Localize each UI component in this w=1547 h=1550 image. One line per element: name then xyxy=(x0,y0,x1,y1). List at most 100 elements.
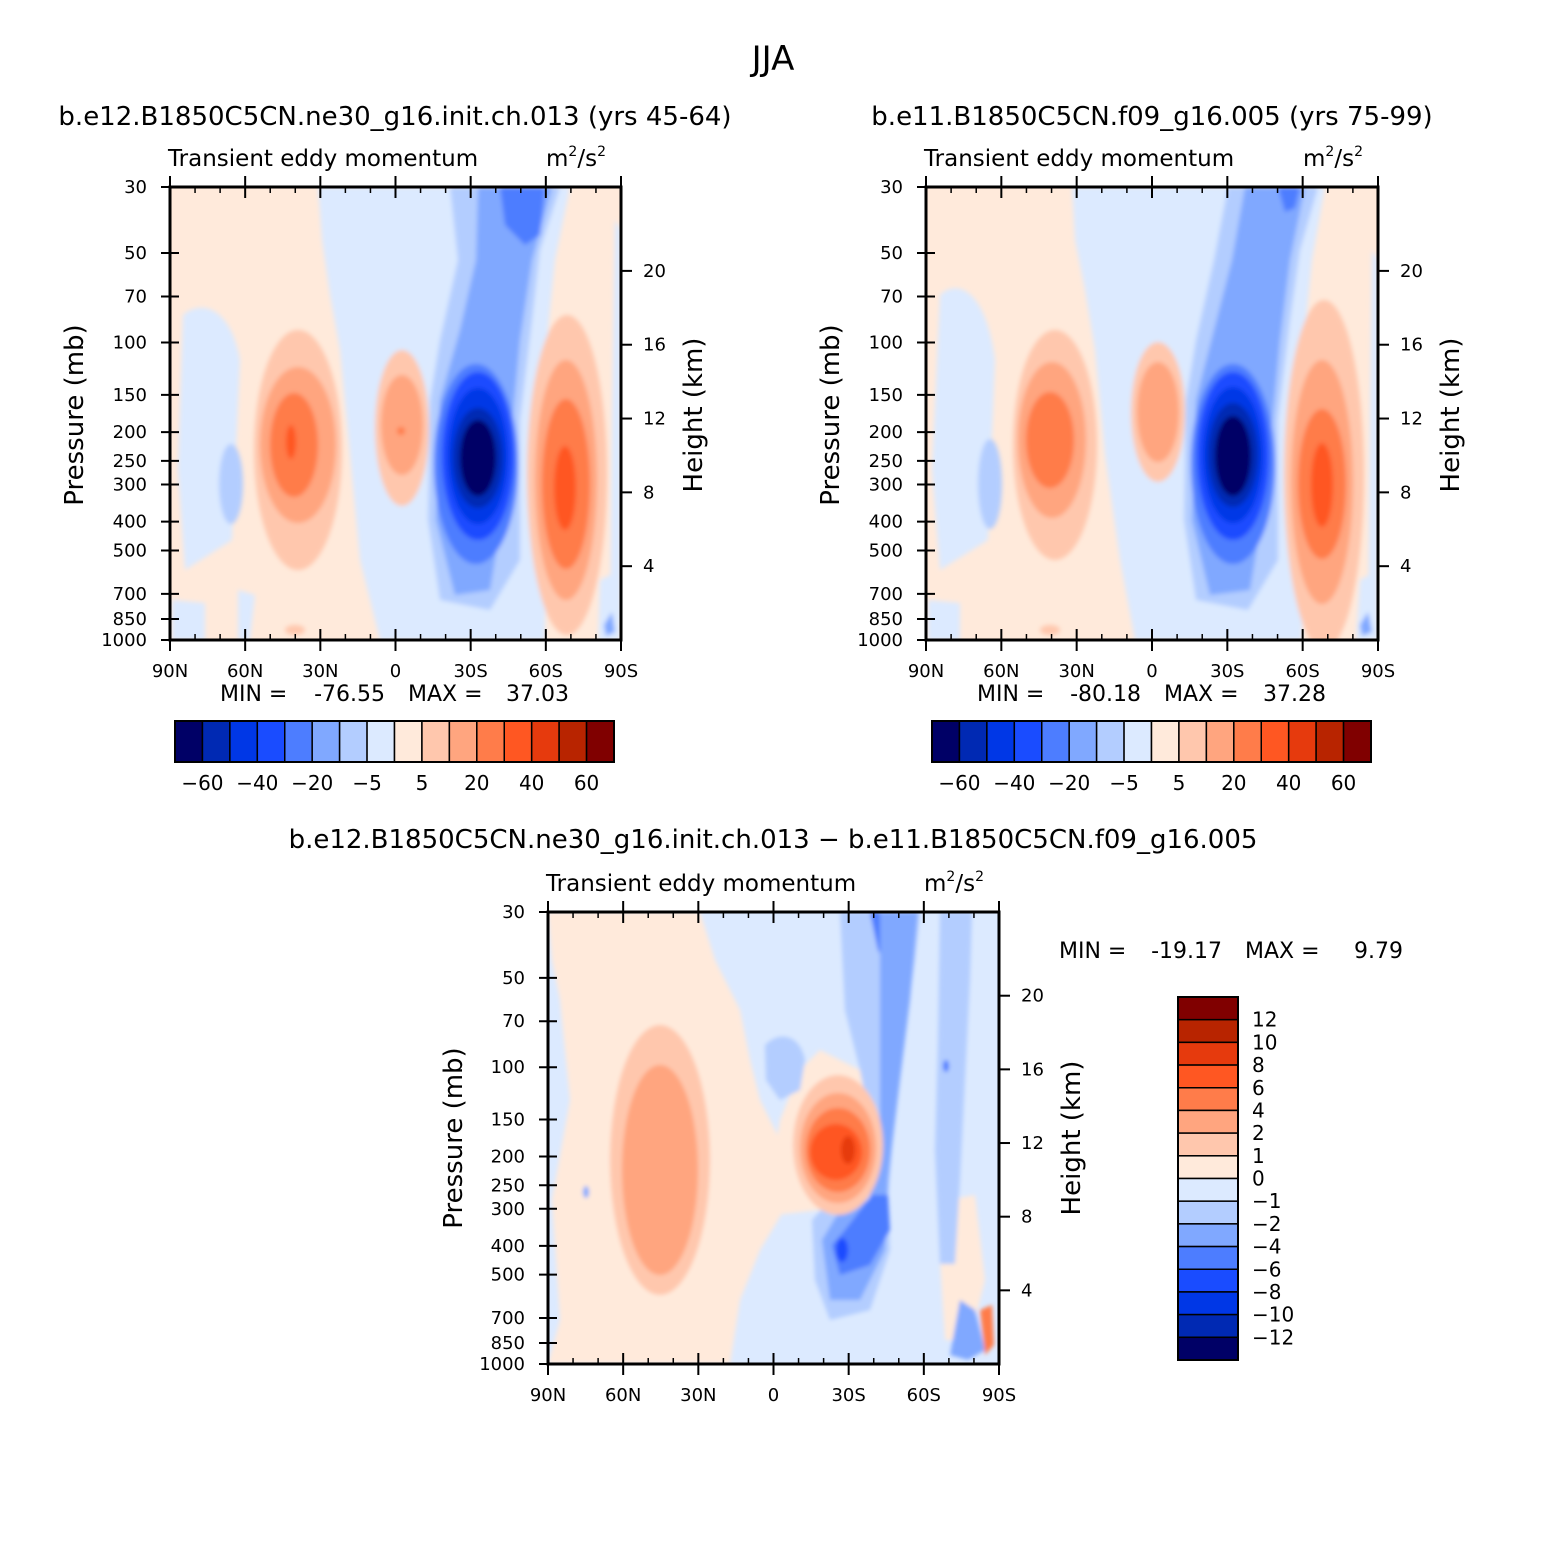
panel-2-max-label: MAX = xyxy=(1164,682,1239,707)
x-tick-label: 90N xyxy=(530,1385,566,1406)
panel-2-ylabel-right: Height (km) xyxy=(1436,338,1466,493)
panel-2-title: b.e11.B1850C5CN.f09_g16.005 (yrs 75-99) xyxy=(871,102,1432,132)
panel-2-min-label: MIN = xyxy=(977,682,1044,707)
x-tick-label: 60S xyxy=(1285,661,1319,682)
colorbar-box xyxy=(1177,1132,1239,1157)
panel-3-ylabel: Pressure (mb) xyxy=(439,1047,469,1228)
colorbar-box xyxy=(1041,720,1070,763)
colorbar-label: −6 xyxy=(1252,1257,1281,1281)
colorbar-label: −60 xyxy=(181,771,223,795)
colorbar-box xyxy=(448,720,478,763)
colorbar-frame xyxy=(931,720,1372,763)
colorbar-box xyxy=(366,720,396,763)
x-tick-label: 90S xyxy=(982,1385,1016,1406)
colorbar-box xyxy=(558,720,588,763)
y-right-tick-label: 20 xyxy=(1400,261,1423,282)
colorbar-label: −5 xyxy=(1109,771,1138,795)
y-tick-label: 70 xyxy=(502,1011,525,1032)
colorbar-box xyxy=(530,720,560,763)
panel-2-axes: 90N 60N 30N 0 30S 60S 90S 30 50 70 100 150 200 250300… xyxy=(857,176,1423,682)
colorbar-box xyxy=(1233,720,1262,763)
y-right-tick-label: 8 xyxy=(1400,482,1411,503)
colorbar-label: −12 xyxy=(1252,1325,1294,1349)
colorbar-label: −2 xyxy=(1252,1212,1281,1236)
colorbar-label: −40 xyxy=(993,771,1035,795)
y-right-tick-label: 20 xyxy=(643,261,666,282)
x-tick-label: 90S xyxy=(1361,661,1395,682)
colorbar-box xyxy=(1177,1087,1239,1112)
colorbar-box xyxy=(338,720,368,763)
colorbar-box xyxy=(1013,720,1043,763)
panel-1-max-value: 37.03 xyxy=(506,682,569,707)
colorbar-box xyxy=(1177,1064,1239,1089)
y-tick-label: 200 xyxy=(113,422,147,443)
y-right-tick-label: 12 xyxy=(1400,409,1423,430)
y-tick-label: 200 xyxy=(869,422,903,443)
y-tick-label: 700 xyxy=(113,584,147,605)
colorbar-label: 5 xyxy=(1173,771,1186,795)
colorbar-label: −1 xyxy=(1252,1189,1281,1213)
colorbar-box xyxy=(476,720,505,763)
y-tick-label: 300 xyxy=(113,474,147,495)
y-tick-label: 150 xyxy=(869,385,903,406)
panel-3-min-value: -19.17 xyxy=(1151,939,1222,964)
y-tick-label: 70 xyxy=(880,286,903,307)
panel-1-min-value: -76.55 xyxy=(314,682,385,707)
colorbar-box xyxy=(311,720,341,763)
panel-1-ylabel-right: Height (km) xyxy=(679,338,709,493)
colorbar-box xyxy=(1177,1336,1239,1361)
colorbar-label: 4 xyxy=(1252,1098,1265,1122)
y-tick-label: 250 xyxy=(491,1175,525,1196)
x-tick-label: 30N xyxy=(680,1385,716,1406)
colorbar-box xyxy=(201,720,231,763)
panel-1-subtitle: Transient eddy momentum xyxy=(167,146,478,172)
y-tick-label: 30 xyxy=(124,177,147,198)
x-tick-label: 0 xyxy=(768,1385,779,1406)
panel-3-title: b.e12.B1850C5CN.ne30_g16.init.ch.013 − b… xyxy=(289,825,1258,855)
colorbar-box xyxy=(1177,996,1239,1021)
x-tick-label: 0 xyxy=(1146,661,1157,682)
colorbar-label: −20 xyxy=(291,771,333,795)
colorbar-box xyxy=(503,720,533,763)
y-tick-label: 150 xyxy=(113,385,147,406)
panel-1-unit: m2/s2 xyxy=(546,144,606,172)
panel-3-max-value: 9.79 xyxy=(1354,939,1403,964)
y-tick-label: 300 xyxy=(491,1199,525,1220)
colorbar-box xyxy=(1177,1041,1239,1066)
y-tick-label: 50 xyxy=(124,243,147,264)
panel-3-subtitle: Transient eddy momentum xyxy=(545,871,856,897)
colorbar-label: 40 xyxy=(1276,771,1301,795)
colorbar-box xyxy=(958,720,988,763)
colorbar-box xyxy=(1123,720,1153,763)
panel-2-min-value: -80.18 xyxy=(1070,682,1141,707)
colorbar-box xyxy=(1177,1291,1239,1316)
panel-2: b.e11.B1850C5CN.f09_g16.005 (yrs 75-99) … xyxy=(816,102,1466,795)
y-tick-label: 250 xyxy=(113,451,147,472)
y-tick-label: 100 xyxy=(491,1057,525,1078)
panel-1-title: b.e12.B1850C5CN.ne30_g16.init.ch.013 (yr… xyxy=(58,102,731,132)
colorbar-label: −4 xyxy=(1252,1235,1281,1259)
colorbar-label: 2 xyxy=(1252,1121,1265,1145)
panel-1-min-label: MIN = xyxy=(220,682,287,707)
panel-3-ylabel-right: Height (km) xyxy=(1057,1061,1087,1216)
colorbar-label: 0 xyxy=(1252,1167,1265,1191)
colorbar-box xyxy=(1150,720,1180,763)
y-tick-label: 150 xyxy=(491,1109,525,1130)
y-tick-label: 850 xyxy=(869,609,903,630)
y-tick-label: 30 xyxy=(502,902,525,923)
y-right-tick-label: 20 xyxy=(1021,986,1044,1007)
figure-title: JJA xyxy=(750,39,795,79)
colorbar-label: 40 xyxy=(519,771,544,795)
y-tick-label: 1000 xyxy=(101,630,147,651)
x-tick-label: 30N xyxy=(302,661,338,682)
y-tick-label: 50 xyxy=(502,968,525,989)
y-tick-label: 50 xyxy=(880,243,903,264)
panel-1-max-label: MAX = xyxy=(408,682,483,707)
y-tick-label: 500 xyxy=(869,540,903,561)
y-tick-label: 70 xyxy=(124,286,147,307)
colorbar-box xyxy=(393,720,423,763)
colorbar-box xyxy=(421,720,451,763)
y-tick-label: 850 xyxy=(113,609,147,630)
